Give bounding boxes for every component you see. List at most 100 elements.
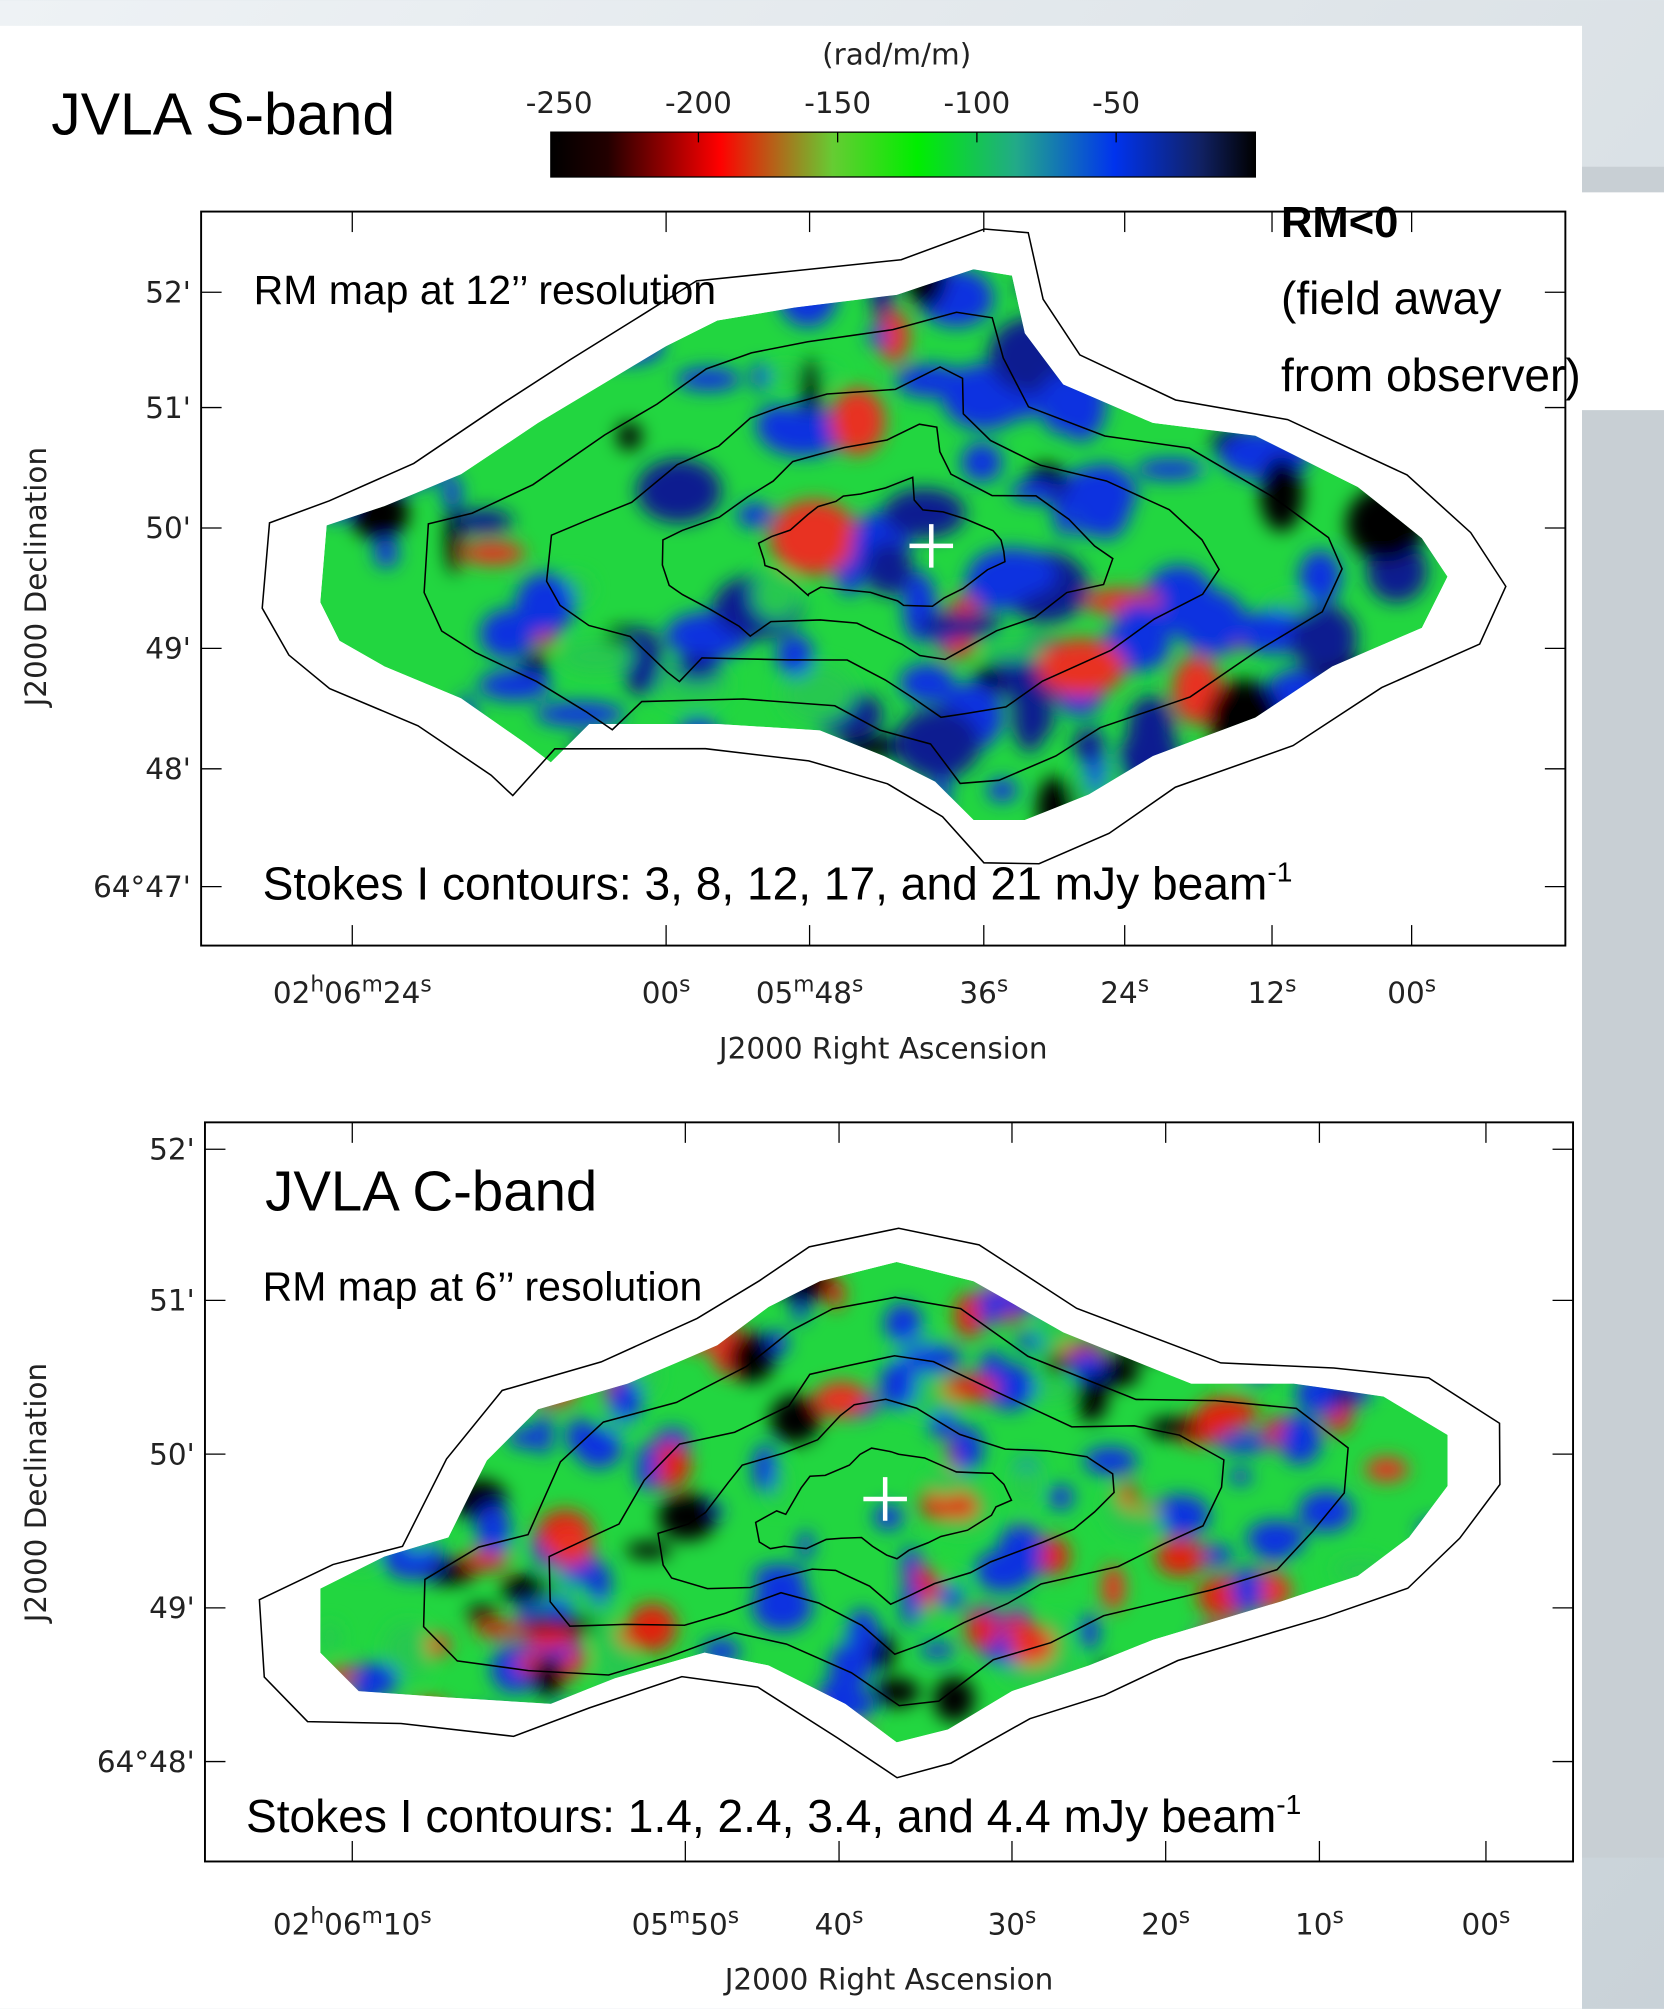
rm-blob [373, 538, 399, 568]
rm-blob [745, 1351, 770, 1369]
rm-blob [901, 1576, 920, 1628]
rm-blob [1092, 1356, 1140, 1388]
rm-blob [1178, 590, 1247, 656]
x-tick-label-part: m [362, 973, 383, 998]
x-tick-label-part: 05 [756, 976, 793, 1010]
rm-blob [946, 1572, 969, 1590]
rm-blob [466, 1604, 497, 1622]
colorbar-tick-label: -50 [1092, 86, 1140, 120]
rm-blob [507, 1427, 547, 1449]
rm-blob [501, 1574, 550, 1604]
rm-blob [864, 541, 913, 596]
rm-blob [476, 1505, 511, 1555]
rm-blob [1231, 1566, 1264, 1614]
rm-blob [1005, 573, 1056, 591]
rm-blob [899, 663, 955, 703]
x-tick-label: 40s [815, 1904, 864, 1942]
contour [757, 476, 1006, 608]
rm-blob [933, 1676, 975, 1722]
x-tick-label-part: 24 [383, 976, 420, 1010]
rm-blob [928, 1467, 975, 1500]
x-tick-label-part: s [997, 973, 1008, 998]
x-tick-label-part: m [362, 1904, 383, 1929]
rm-blob [1246, 1520, 1306, 1557]
x-tick-label-part: 05 [632, 1907, 669, 1941]
y-tick-label: 50' [145, 511, 191, 545]
x-tick-label-part: 10 [383, 1907, 420, 1941]
x-tick-label-part: m [793, 973, 814, 998]
rm-blob [384, 1622, 430, 1674]
x-tick-label-part: 30 [988, 1907, 1025, 1941]
rm-blob [584, 1598, 613, 1616]
rm-blob [1040, 374, 1076, 434]
x-tick-label-part: 06 [324, 976, 361, 1010]
rm-blob [799, 358, 821, 413]
colorbar-tick-label: -150 [804, 86, 871, 120]
rm-blob [770, 1394, 822, 1444]
rm-blob [636, 458, 722, 524]
y-tick-label: 64°47' [93, 870, 191, 904]
rm-blob [1008, 1625, 1055, 1665]
x-tick-label-part: 06 [324, 1907, 361, 1941]
rm-blob [769, 499, 859, 576]
x-tick-label-part: 48 [815, 976, 852, 1010]
rm-blob [461, 541, 526, 565]
contour-levels-sup: -1 [1276, 1788, 1301, 1820]
rm-blob [1036, 776, 1076, 821]
colorbar-tick-label: -250 [526, 86, 593, 120]
rm-blob [902, 1344, 962, 1374]
rm-blob [1260, 456, 1304, 532]
rm-blob [676, 367, 742, 391]
rm-blob [977, 1286, 1002, 1326]
rm-blob [627, 1603, 677, 1652]
rm-blob [781, 664, 855, 723]
x-tick-label-part: s [420, 973, 431, 998]
rm-blob [884, 1303, 923, 1344]
rm-blob [534, 701, 625, 727]
map-label: RM map at 6’’ resolution [263, 1263, 703, 1309]
rm-blob [1037, 638, 1125, 697]
contour [422, 1296, 1349, 1707]
rm-blob [982, 1363, 1036, 1411]
x-tick-label: 12s [1248, 973, 1297, 1011]
rm-blob [1127, 695, 1174, 759]
x-tick-label-part: 00 [1462, 1907, 1499, 1941]
photo-strip [1582, 166, 1664, 1858]
rm-blob [894, 707, 981, 780]
rm-blob [1197, 1396, 1259, 1429]
x-tick-label: 36s [959, 973, 1008, 1011]
rm-blob [478, 669, 552, 701]
rm-blob [442, 475, 462, 508]
rm-map [320, 269, 1448, 821]
x-tick-label-part: 40 [815, 1907, 852, 1941]
rm-blob [515, 573, 576, 635]
rm-blob [879, 1359, 917, 1410]
rm-blob [1365, 1457, 1409, 1482]
rm-blob [1111, 1508, 1165, 1537]
rm-blob [1012, 681, 1047, 753]
x-axis-label: J2000 Right Ascension [723, 1963, 1054, 1997]
colorbar [550, 131, 1257, 178]
x-tick-label-part: 02 [273, 976, 310, 1010]
rm-blob [1118, 1482, 1136, 1505]
rm-blob [1155, 1538, 1206, 1577]
colorbar-ticks: -250 -200 -150 -100 -50 [526, 86, 1140, 143]
y-tick-label: 50' [149, 1437, 195, 1471]
rm-blob [797, 1530, 814, 1561]
plot-frame [200, 210, 1567, 947]
rm-blob [883, 488, 966, 539]
x-tick-label-part: h [310, 973, 324, 998]
rm-blob [941, 1374, 999, 1402]
rm-blob [751, 1580, 813, 1632]
y-axis-label: J2000 Declination [19, 1363, 53, 1625]
x-tick-label-part: s [1025, 1904, 1036, 1929]
band-title: JVLA C-band [265, 1160, 597, 1223]
rm-blob [965, 1610, 998, 1650]
rm-blob [530, 1657, 566, 1697]
rm-blob [658, 1493, 717, 1541]
rm-blob [445, 502, 462, 575]
rm-blob [1331, 1388, 1357, 1405]
y-tick-label: 52' [145, 276, 191, 310]
colorbar-tick-label: -100 [943, 86, 1010, 120]
